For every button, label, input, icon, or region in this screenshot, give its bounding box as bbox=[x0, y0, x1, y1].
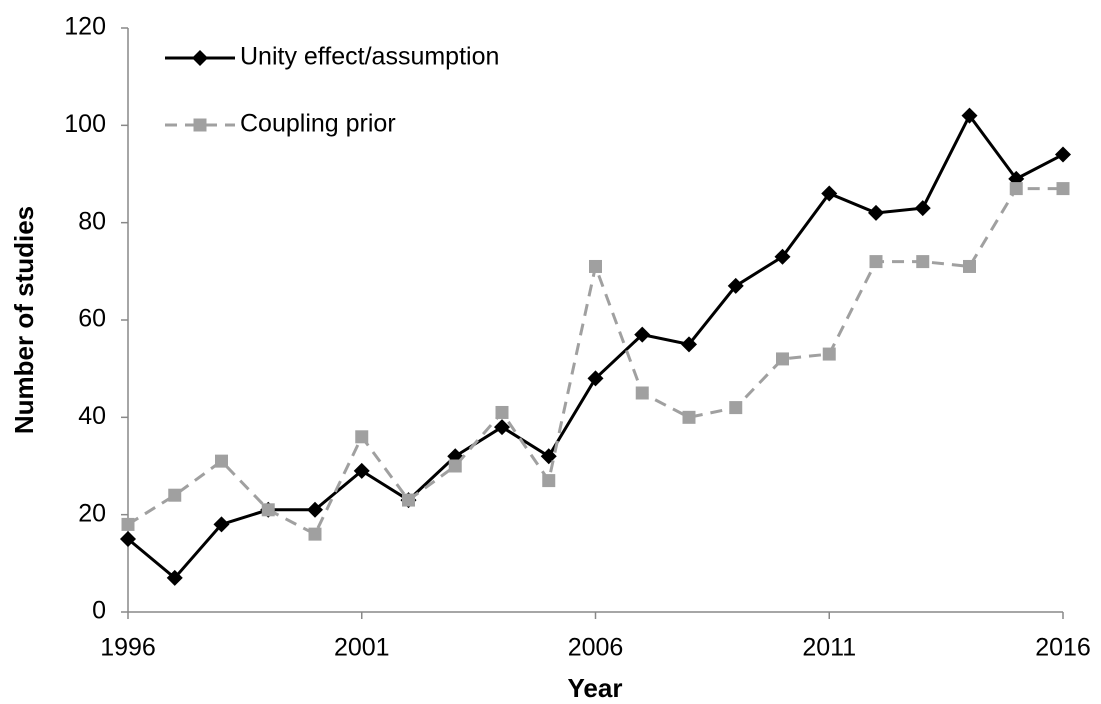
x-tick-label: 2006 bbox=[568, 634, 624, 662]
data-point bbox=[495, 405, 509, 419]
data-point bbox=[261, 503, 275, 517]
data-point bbox=[307, 501, 323, 518]
y-tick-label: 0 bbox=[92, 597, 106, 625]
y-tick-label: 80 bbox=[78, 207, 106, 235]
data-point bbox=[682, 410, 696, 424]
x-axis-title: Year bbox=[568, 673, 623, 703]
data-point bbox=[166, 569, 183, 586]
data-point bbox=[355, 430, 369, 444]
data-point bbox=[869, 255, 883, 269]
y-tick-label: 100 bbox=[64, 110, 106, 138]
data-point bbox=[914, 200, 931, 217]
data-point bbox=[774, 248, 791, 265]
data-point bbox=[494, 419, 510, 436]
data-point bbox=[963, 259, 976, 273]
data-point bbox=[681, 336, 697, 353]
data-point bbox=[776, 352, 789, 366]
x-tick-label: 2001 bbox=[334, 634, 390, 662]
y-tick-label: 120 bbox=[64, 13, 106, 41]
data-point bbox=[916, 255, 930, 269]
y-tick-label: 20 bbox=[78, 499, 106, 527]
y-tick-label: 40 bbox=[78, 402, 106, 430]
y-tick-label: 60 bbox=[78, 305, 106, 333]
legend-marker bbox=[192, 50, 208, 66]
x-tick-label: 1996 bbox=[100, 634, 156, 662]
legend-label: Unity effect/assumption bbox=[240, 43, 499, 71]
data-point bbox=[540, 448, 557, 465]
data-point bbox=[727, 277, 744, 294]
data-point bbox=[168, 488, 182, 502]
x-tick-label: 2016 bbox=[1035, 634, 1091, 662]
data-point bbox=[961, 107, 978, 124]
data-point bbox=[120, 531, 136, 547]
legend-label: Coupling prior bbox=[240, 110, 396, 138]
data-point bbox=[308, 527, 322, 541]
data-point bbox=[213, 516, 230, 533]
data-point bbox=[121, 517, 135, 531]
data-point bbox=[542, 474, 556, 488]
data-point bbox=[353, 462, 370, 479]
data-point bbox=[1009, 182, 1023, 196]
data-point bbox=[635, 386, 649, 400]
data-point bbox=[822, 347, 836, 361]
y-axis-title: Number of studies bbox=[9, 206, 39, 434]
data-point bbox=[589, 259, 602, 273]
legend-marker bbox=[193, 118, 207, 132]
series-line bbox=[127, 187, 1063, 537]
data-point bbox=[448, 459, 462, 473]
data-point bbox=[634, 326, 651, 343]
data-point bbox=[729, 401, 743, 415]
data-point bbox=[868, 204, 884, 221]
data-point bbox=[215, 454, 228, 468]
data-point bbox=[1056, 182, 1070, 196]
data-point bbox=[1055, 146, 1071, 163]
data-point bbox=[821, 185, 838, 202]
data-point bbox=[587, 370, 604, 387]
data-point bbox=[402, 493, 415, 507]
x-tick-label: 2011 bbox=[802, 634, 856, 662]
